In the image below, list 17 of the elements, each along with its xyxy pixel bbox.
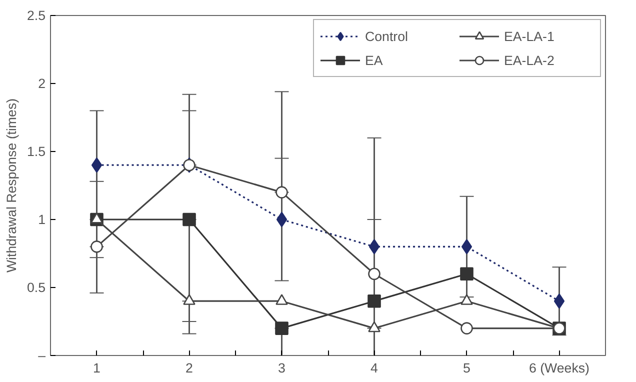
y-tick-label: 0.5 [26, 280, 46, 295]
x-tick-label: 1 [93, 360, 100, 376]
y-tick-label: – [38, 348, 46, 363]
y-tick-label: 2 [38, 76, 46, 91]
x-tick-label: 6 (Weeks) [529, 360, 590, 376]
legend-label: EA-LA-2 [504, 52, 556, 68]
y-tick-label: 1 [38, 212, 46, 227]
legend-label: Control [365, 28, 409, 44]
legend-label: EA-LA-1 [504, 28, 556, 44]
y-axis-title: Withdrawal Response (times) [4, 98, 19, 273]
x-tick-label: 2 [186, 360, 193, 376]
x-tick-label: 4 [370, 360, 379, 376]
y-tick-label: 1.5 [26, 144, 46, 159]
y-tick-label: 2.5 [26, 8, 46, 23]
x-tick-label: 3 [278, 360, 286, 376]
x-tick-label: 5 [463, 360, 470, 376]
legend-label: EA [365, 52, 384, 68]
